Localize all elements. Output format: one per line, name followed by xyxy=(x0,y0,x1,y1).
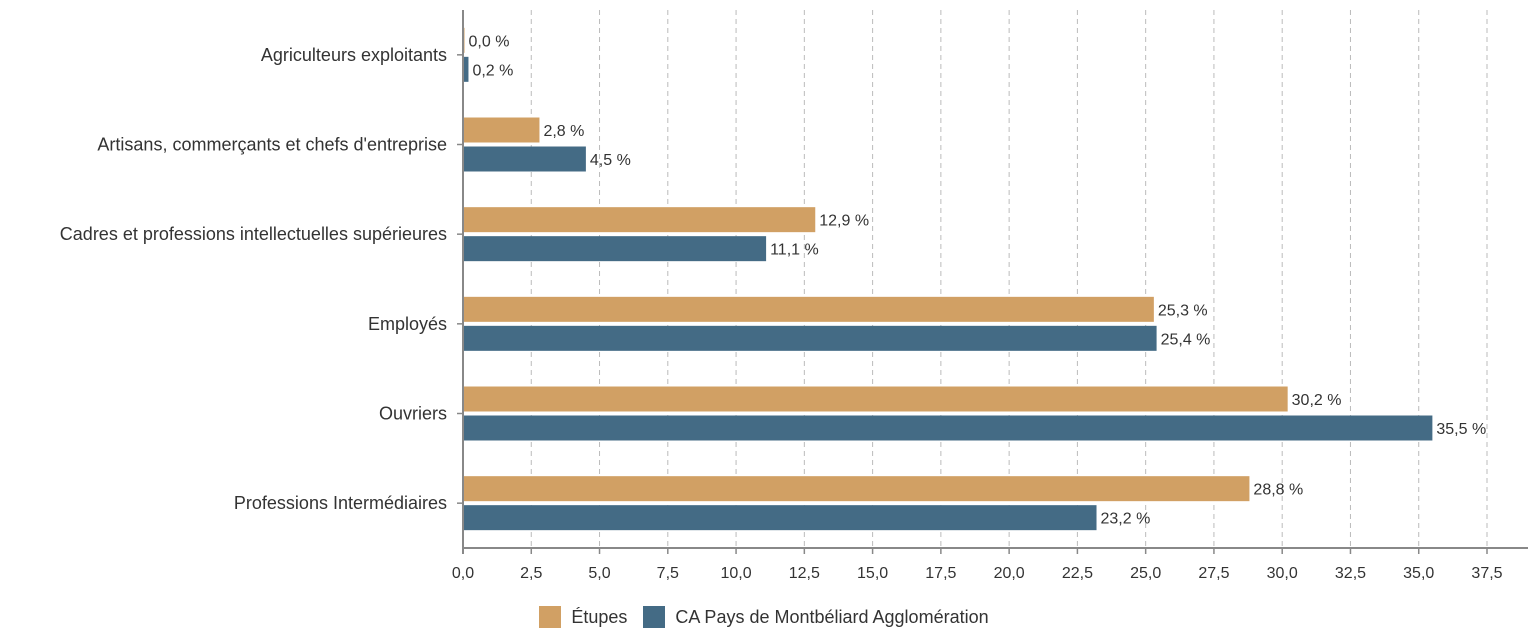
x-tick-label: 27,5 xyxy=(1198,565,1229,582)
category-label: Employés xyxy=(368,314,447,334)
bar-ca-pays-de-montbeliard[interactable] xyxy=(463,505,1097,531)
bars xyxy=(463,27,1433,531)
x-tick-label: 17,5 xyxy=(925,565,956,582)
data-label: 23,2 % xyxy=(1101,511,1151,528)
x-tick-label: 7,5 xyxy=(657,565,679,582)
data-label: 25,4 % xyxy=(1161,331,1211,348)
category-label: Ouvriers xyxy=(379,404,447,424)
x-tick-label: 0,0 xyxy=(452,565,474,582)
category-label: Agriculteurs exploitants xyxy=(261,45,447,65)
bar-ca-pays-de-montbeliard[interactable] xyxy=(463,415,1433,441)
category-label: Artisans, commerçants et chefs d'entrepr… xyxy=(97,135,447,155)
x-tick-label: 5,0 xyxy=(588,565,610,582)
legend-item-etupes[interactable]: Étupes xyxy=(539,606,627,628)
data-label: 28,8 % xyxy=(1253,482,1303,499)
x-tick-label: 15,0 xyxy=(857,565,888,582)
x-tick-labels: 0,0 2,5 5,0 7,5 10,0 12,5 15,0 17,5 20,0 22,5 25,0… xyxy=(452,565,1503,582)
category-labels: Agriculteurs exploitants Artisans, commer… xyxy=(60,45,447,513)
data-label: 4,5 % xyxy=(590,152,631,169)
bar-ca-pays-de-montbeliard[interactable] xyxy=(463,325,1157,351)
x-tick-label: 37,5 xyxy=(1471,565,1502,582)
legend-label-ca-pays-de-montbeliard: CA Pays de Montbéliard Agglomération xyxy=(675,606,989,627)
data-label: 30,2 % xyxy=(1292,392,1342,409)
bar-ca-pays-de-montbeliard[interactable] xyxy=(463,56,469,82)
data-label: 35,5 % xyxy=(1436,421,1486,438)
x-tick-label: 20,0 xyxy=(994,565,1025,582)
data-label: 0,2 % xyxy=(472,62,513,79)
axes xyxy=(457,10,1528,554)
data-label: 0,0 % xyxy=(469,33,510,50)
x-tick-label: 32,5 xyxy=(1335,565,1366,582)
x-tick-label: 10,0 xyxy=(720,565,751,582)
value-labels: 0,0 % 0,2 % 2,8 % 4,5 % 12,9 %11,1 % 25,3 % 25… xyxy=(469,33,1487,527)
data-label: 2,8 % xyxy=(543,123,584,140)
legend-swatch-ca-pays-de-montbeliard xyxy=(643,606,666,628)
bar-etupes[interactable] xyxy=(463,207,816,233)
legend: Étupes CA Pays de Montbéliard Agglomérat… xyxy=(0,603,1528,631)
grid-lines xyxy=(530,10,1488,548)
bar-etupes[interactable] xyxy=(463,476,1250,502)
x-tick-label: 35,0 xyxy=(1403,565,1434,582)
legend-swatch-etupes xyxy=(539,606,562,628)
legend-item-ca-pays-de-montbeliard[interactable]: CA Pays de Montbéliard Agglomération xyxy=(643,606,989,628)
bar-ca-pays-de-montbeliard[interactable] xyxy=(463,236,767,262)
x-tick-label: 22,5 xyxy=(1062,565,1093,582)
bar-etupes[interactable] xyxy=(463,386,1288,412)
bar-etupes[interactable] xyxy=(463,296,1154,322)
bar-chart: Agriculteurs exploitants Artisans, commer… xyxy=(60,10,1528,582)
x-tick-label: 30,0 xyxy=(1267,565,1298,582)
bar-etupes[interactable] xyxy=(463,117,540,143)
bar-ca-pays-de-montbeliard[interactable] xyxy=(463,146,586,172)
x-tick-label: 12,5 xyxy=(789,565,820,582)
category-label: Professions Intermédiaires xyxy=(234,493,447,513)
data-label: 12,9 % xyxy=(819,213,869,230)
legend-label-etupes: Étupes xyxy=(571,606,628,627)
x-tick-label: 2,5 xyxy=(520,565,542,582)
x-tick-label: 25,0 xyxy=(1130,565,1161,582)
data-label: 11,1 % xyxy=(770,242,819,259)
category-label: Cadres et professions intellectuelles su… xyxy=(60,224,447,244)
data-label: 25,3 % xyxy=(1158,302,1208,319)
